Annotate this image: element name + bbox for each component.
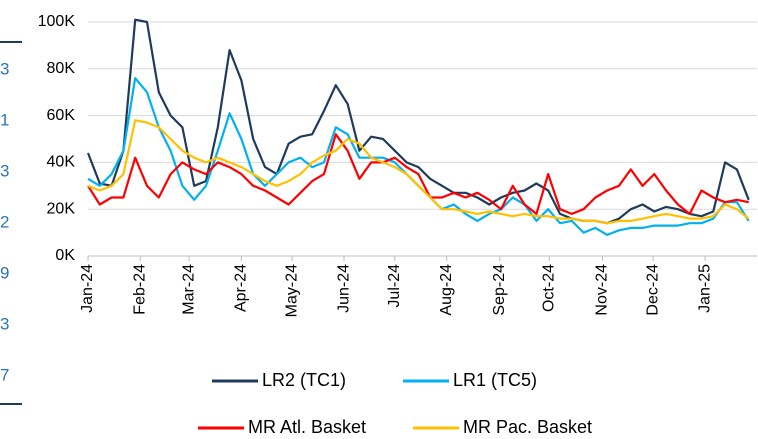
- fragment-digit: 2: [0, 212, 9, 231]
- series-line: [86, 18, 750, 225]
- x-tick-label: Nov-24: [594, 264, 611, 316]
- x-tick-label: May-24: [283, 264, 300, 317]
- x-tick-label: Jan-24: [79, 264, 96, 313]
- fragment-digit: 3: [0, 59, 9, 78]
- y-tick-label: 0K: [55, 247, 75, 264]
- legend-label: LR1 (TC5): [453, 370, 537, 390]
- x-tick-label: Mar-24: [180, 264, 197, 315]
- x-tick-label: Jun-24: [335, 264, 352, 313]
- y-tick-label: 20K: [47, 200, 76, 217]
- fragment-digit: 7: [0, 365, 9, 384]
- fragment-digit: 1: [0, 110, 9, 129]
- x-tick-label: Sep-24: [491, 264, 508, 316]
- x-tick-label: Feb-24: [131, 264, 148, 315]
- fragment-digit: 3: [0, 314, 9, 333]
- x-tick-label: Dec-24: [644, 264, 661, 316]
- series-line: [87, 119, 750, 225]
- y-tick-label: 80K: [47, 60, 76, 77]
- series-line: [87, 133, 749, 215]
- fragment-digit: 9: [0, 263, 9, 282]
- x-tick-label: Jan-25: [696, 264, 713, 313]
- x-tick-label: Aug-24: [438, 264, 455, 316]
- x-tick-label: Jul-24: [386, 264, 403, 308]
- x-tick-label: Apr-24: [233, 264, 250, 312]
- fragment-digit: 3: [0, 161, 9, 180]
- legend-label: LR2 (TC1): [262, 370, 346, 390]
- y-tick-label: 40K: [47, 154, 76, 171]
- legend-label: MR Pac. Basket: [463, 417, 592, 437]
- y-tick-label: 100K: [38, 13, 76, 30]
- x-tick-label: Oct-24: [541, 264, 558, 312]
- legend-label: MR Atl. Basket: [248, 417, 366, 437]
- series-line: [87, 77, 750, 236]
- y-tick-label: 60K: [47, 107, 76, 124]
